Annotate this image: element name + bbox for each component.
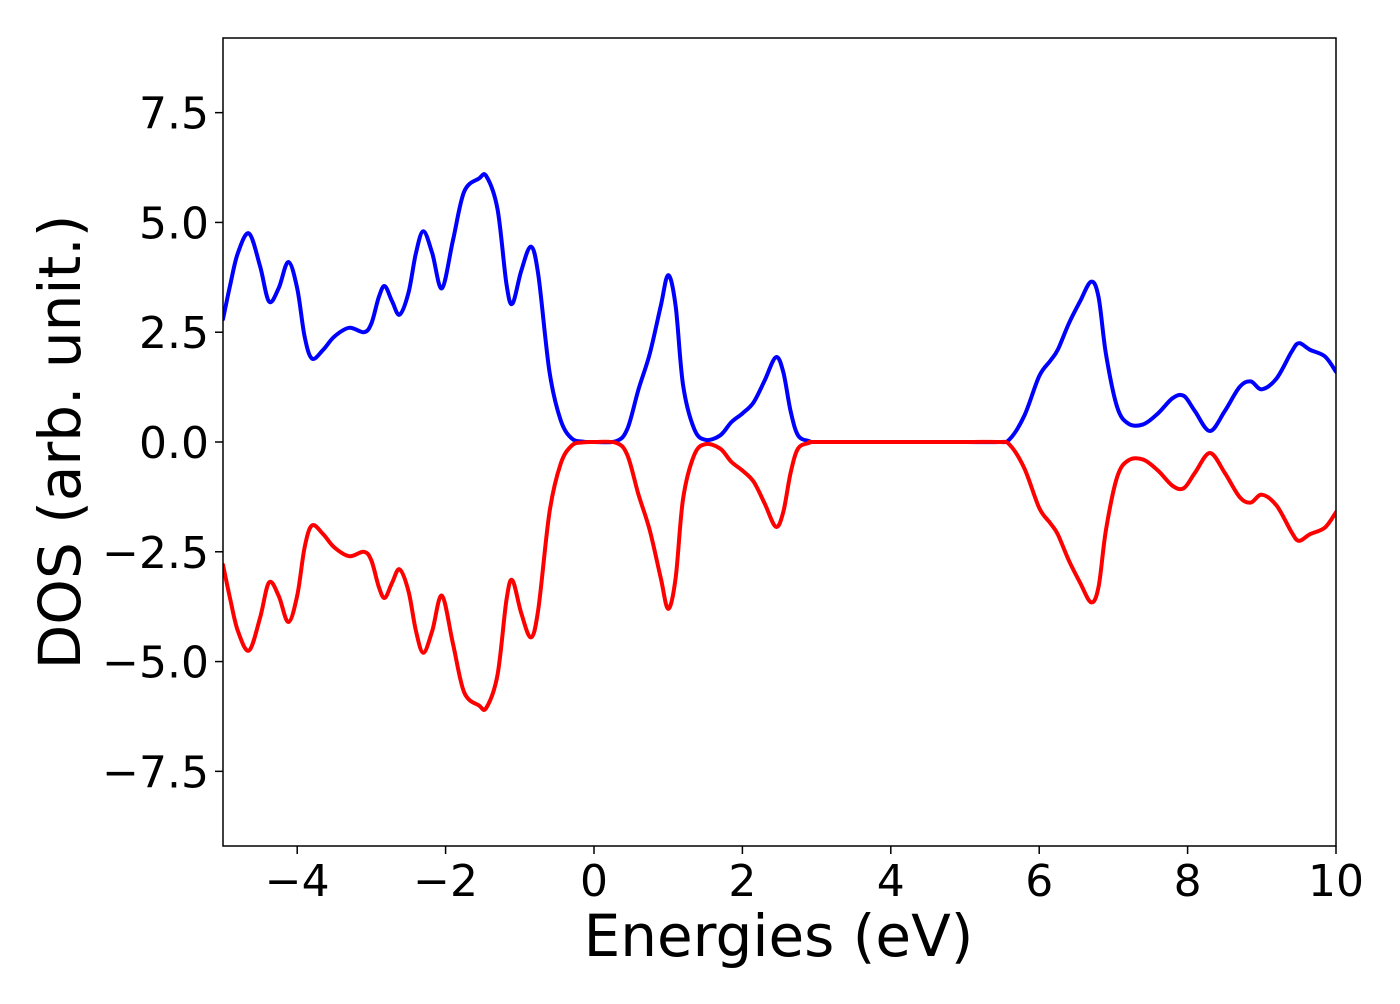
y-tick-label: 0.0 [139,418,209,469]
y-tick-label: −2.5 [102,528,209,579]
x-tick-label: −4 [265,856,330,907]
x-tick-label: 10 [1308,856,1364,907]
x-axis-label: Energies (eV) [584,902,974,970]
plot-frame [222,37,1337,847]
x-axis: −4 −2 0 2 4 6 8 10 [265,846,1364,907]
y-tick-label: 2.5 [139,308,209,359]
y-tick-label: −7.5 [102,747,209,798]
x-tick-label: −2 [413,856,478,907]
dos-line-red [223,439,1336,712]
dos-line-blue [223,172,1336,445]
y-axis-label: DOS (arb. unit.) [26,215,94,670]
x-tick-label: 6 [1025,856,1053,907]
x-tick-label: 2 [728,856,756,907]
x-tick-label: 0 [580,856,608,907]
series-layer [223,172,1336,712]
y-tick-label: 5.0 [139,198,209,249]
y-tick-label: 7.5 [139,89,209,140]
y-tick-label: −5.0 [102,638,209,689]
y-axis: −7.5 −5.0 −2.5 0.0 2.5 5.0 7.5 [102,89,223,798]
x-tick-label: 4 [877,856,905,907]
x-tick-label: 8 [1174,856,1202,907]
